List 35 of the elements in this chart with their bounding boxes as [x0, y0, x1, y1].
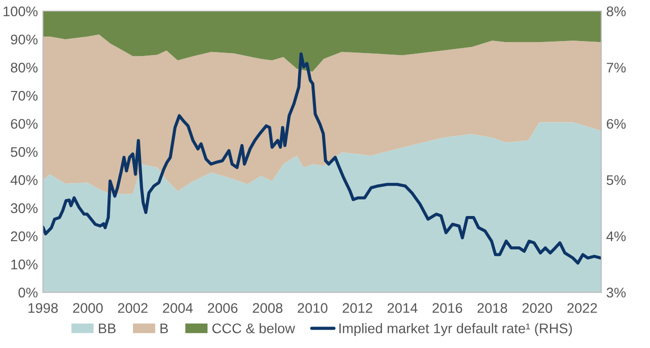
x-tick-label: 2002: [118, 303, 148, 313]
x-tick-label: 2010: [298, 303, 328, 313]
y-tick-label: 50%: [10, 147, 38, 157]
y-tick-label: 40%: [10, 175, 38, 186]
x-tick-label: 2008: [252, 303, 282, 313]
y-tick-label: 20%: [10, 231, 38, 242]
legend-label: Implied market 1yr default rate¹ (RHS): [339, 323, 572, 336]
y-tick-label: 10%: [11, 260, 38, 270]
y-tick-label: 30%: [10, 203, 38, 214]
x-tick-label: 2014: [388, 303, 418, 313]
y-tick-label: 0%: [18, 288, 38, 298]
line-series: [42, 52, 602, 265]
x-tick-label: 2006: [208, 303, 238, 313]
y-tick-label: 80%: [10, 62, 38, 73]
x-tick-label: 2020: [522, 303, 552, 313]
y2-tick-label: 4%: [606, 231, 626, 242]
x-tick-label: 2018: [478, 303, 508, 313]
x-tick-label: 1998: [28, 303, 58, 313]
x-tick-label: 2004: [162, 303, 193, 313]
y-tick-label: 90%: [10, 34, 38, 44]
legend-label: B: [160, 324, 168, 334]
x-tick-label: 2022: [567, 303, 597, 313]
y2-tick-label: 3%: [606, 288, 626, 298]
legend-label: CCC & below: [212, 323, 296, 334]
y-tick-label: 70%: [10, 90, 38, 101]
y2-tick-label: 6%: [606, 118, 626, 129]
y2-tick-label: 7%: [606, 62, 626, 72]
y-tick-label: 60%: [10, 118, 38, 129]
legend-label: BB: [98, 324, 116, 334]
y2-tick-label: 8%: [606, 6, 626, 16]
x-tick-label: 2016: [432, 303, 462, 313]
y2-tick-label: 5%: [606, 175, 626, 186]
y-tick-label: 100%: [4, 6, 38, 16]
x-tick-label: 2000: [73, 303, 103, 313]
x-tick-label: 2012: [342, 303, 372, 313]
